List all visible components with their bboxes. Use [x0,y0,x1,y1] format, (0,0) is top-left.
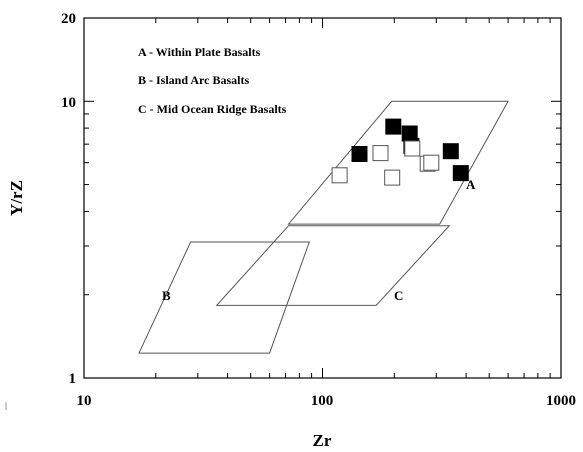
x-tick-label-1000: 1000 [546,393,576,409]
filled-square-point [385,118,402,135]
y-tick-label-10: 10 [61,95,76,111]
x-tick-label-10: 10 [77,393,92,409]
x-tick-label-100: 100 [311,393,334,409]
open-square-point [384,169,401,186]
legend-entry-c: C - Mid Ocean Ridge Basalts [138,102,287,116]
y-tick-label-1: 1 [69,371,77,387]
field-a [287,100,509,225]
field-b [138,241,311,354]
legend-entry-a: A - Within Plate Basalts [138,45,261,59]
open-square-point [404,140,421,157]
legend-entry-b: B - Island Arc Basalts [138,73,249,87]
data-points [331,118,469,186]
open-square-point [372,145,389,162]
open-square-point [423,154,440,171]
legend: A - Within Plate Basalts B - Island Arc … [138,45,287,116]
field-label-a: A [466,177,476,192]
filled-square-point [442,143,459,160]
tick-labels: 10 100 1000 1 10 20 [61,11,576,409]
tectonic-fields [138,100,509,354]
y-tick-label-20: 20 [61,11,76,27]
field-c [215,225,451,306]
x-axis-title: Zr [313,431,332,450]
filled-square-point [351,146,368,162]
open-square-point [331,167,348,184]
plot-frame [83,17,562,379]
axis-ticks [83,17,562,379]
field-label-c: C [394,288,403,303]
y-axis-title: Y/rZ [7,180,26,216]
filled-square-point [452,165,469,182]
field-labels: A B C [162,177,476,303]
field-label-b: B [162,288,171,303]
